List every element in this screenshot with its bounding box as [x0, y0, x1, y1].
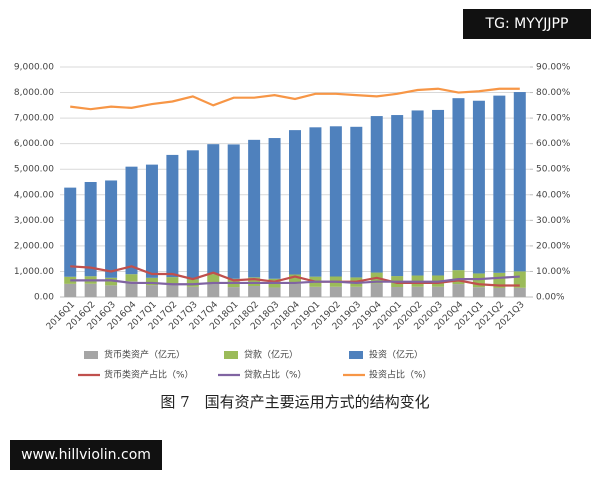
bar [350, 126, 363, 278]
bar [64, 283, 77, 297]
bar [186, 286, 199, 297]
bar [350, 286, 363, 297]
y-tick-label: 0.00 [34, 293, 54, 303]
y2-tick-label: 50.00% [536, 165, 571, 175]
bar [248, 139, 261, 278]
y-tick-label: 6,000.00 [14, 139, 54, 149]
bar [227, 287, 240, 297]
bar [227, 144, 240, 279]
bar [370, 116, 383, 273]
bar [145, 277, 158, 286]
bar [472, 100, 485, 274]
bar [329, 126, 342, 277]
legend-marker [349, 351, 363, 359]
bar [125, 166, 138, 275]
line [70, 265, 520, 287]
bar [493, 95, 506, 273]
bar [145, 285, 158, 297]
y-tick-label: 8,000.00 [14, 88, 54, 98]
bar [513, 271, 526, 288]
bar [268, 287, 281, 297]
watermark-box [10, 440, 162, 470]
bar [309, 127, 322, 277]
bar [391, 115, 404, 277]
bar [289, 274, 301, 284]
bar [411, 286, 424, 297]
bar [411, 110, 424, 276]
legend-marker [84, 351, 98, 359]
bar [207, 274, 220, 283]
legend-label: 贷款（亿元） [244, 349, 298, 361]
y-tick-label: 5,000.00 [14, 165, 54, 175]
bar [268, 138, 281, 279]
bar [513, 92, 526, 272]
watermark: TG: MYYJJPP [485, 16, 569, 32]
bar [391, 286, 404, 297]
bar [329, 286, 342, 297]
bar [125, 274, 138, 282]
y2-tick-label: 20.00% [536, 241, 571, 251]
legend-label: 货币类资产（亿元） [104, 349, 185, 361]
bar [84, 283, 97, 297]
y-tick-label: 1,000.00 [14, 267, 54, 277]
watermark: www.hillviolin.com [21, 447, 151, 463]
bar [105, 180, 118, 278]
bar [248, 277, 261, 286]
y2-tick-label: 90.00% [536, 63, 571, 73]
legend-label: 贷款占比（%） [244, 369, 307, 381]
y-tick-label: 2,000.00 [14, 241, 54, 251]
y2-tick-label: 0.00% [536, 293, 565, 303]
watermark-box [463, 9, 591, 39]
bar [84, 182, 97, 277]
chart-caption: 图 7 国有资产主要运用方式的结构变化 [160, 393, 429, 411]
bar [289, 283, 301, 297]
bar [432, 286, 445, 297]
bar [370, 283, 383, 297]
y-tick-label: 3,000.00 [14, 216, 54, 226]
legend-label: 投资占比（%） [369, 369, 432, 381]
bar [64, 187, 77, 277]
legend-label: 投资（亿元） [369, 349, 423, 361]
legend-label: 货币类资产占比（%） [104, 369, 194, 381]
bar [493, 287, 506, 297]
bar [105, 285, 118, 297]
bar [186, 279, 199, 287]
y2-tick-label: 40.00% [536, 190, 571, 200]
y2-tick-label: 60.00% [536, 139, 571, 149]
bar [432, 109, 445, 276]
y2-tick-label: 30.00% [536, 216, 571, 226]
bar [105, 277, 118, 286]
bar [289, 130, 301, 275]
bar [472, 287, 485, 297]
bar [125, 281, 138, 297]
bar [145, 164, 158, 278]
y-tick-label: 9,000.00 [14, 63, 54, 73]
y-tick-label: 7,000.00 [14, 114, 54, 124]
bar [248, 285, 261, 297]
bar [452, 284, 465, 297]
bar [207, 282, 220, 297]
bar [186, 150, 199, 280]
line [70, 87, 520, 111]
bar [207, 144, 220, 275]
bar [309, 286, 322, 297]
line [70, 275, 520, 286]
y2-tick-label: 80.00% [536, 88, 571, 98]
y2-tick-label: 10.00% [536, 267, 571, 277]
bar [513, 287, 526, 297]
legend-marker [224, 351, 238, 359]
y-tick-label: 4,000.00 [14, 190, 54, 200]
bar [166, 277, 179, 285]
bar [166, 284, 179, 297]
bar [166, 154, 179, 278]
bar [452, 98, 465, 271]
y2-tick-label: 70.00% [536, 114, 571, 124]
